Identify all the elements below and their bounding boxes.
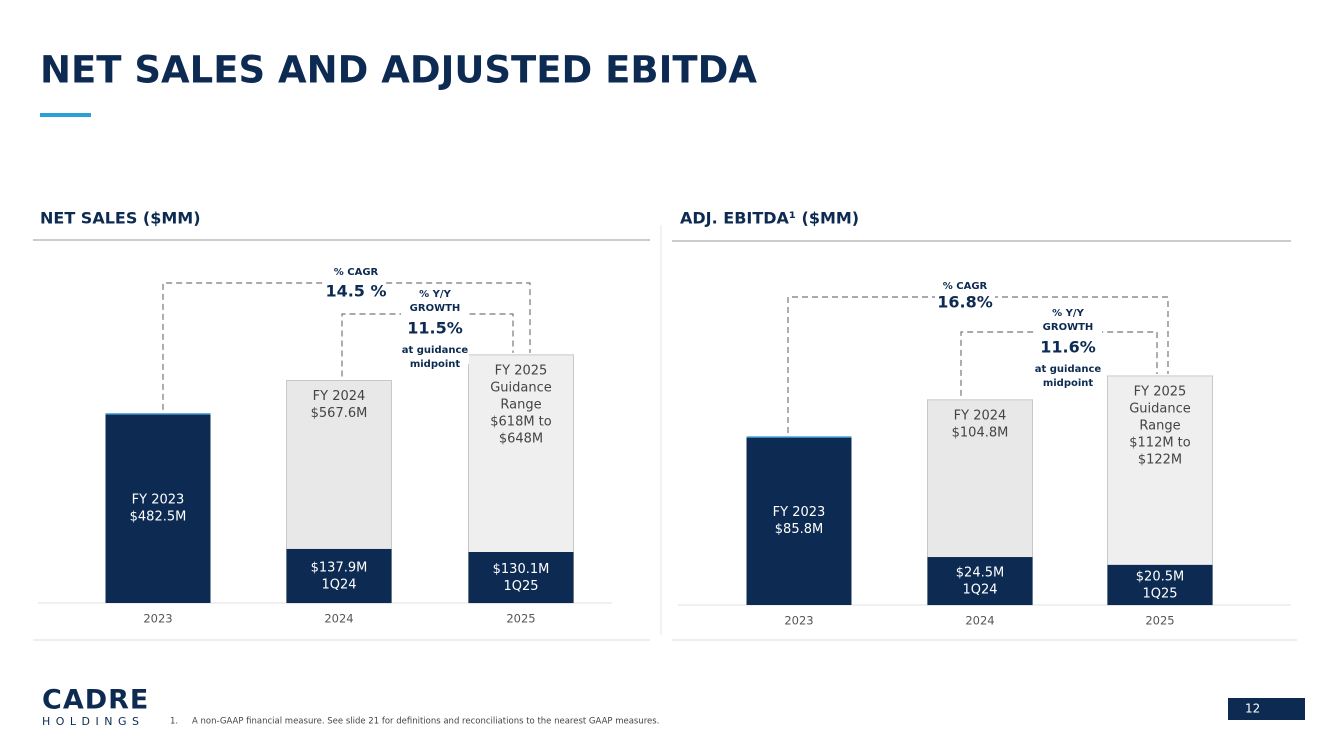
q1-bar bbox=[286, 548, 392, 603]
logo-sub: HOLDINGS bbox=[42, 715, 145, 728]
yoy-bracket bbox=[341, 313, 514, 377]
bar-text: $482.5M bbox=[130, 509, 187, 524]
x-tick-label: 2023 bbox=[143, 612, 172, 626]
q1-bar bbox=[927, 557, 1033, 605]
yoy-note: midpoint bbox=[1043, 378, 1094, 389]
bar-text: Range bbox=[500, 397, 541, 412]
yoy-label: GROWTH bbox=[410, 303, 461, 314]
bar-text: $648M bbox=[499, 431, 543, 446]
q1-quarter-label: 1Q25 bbox=[503, 579, 538, 594]
q1-value-label: $137.9M bbox=[311, 560, 368, 575]
yoy-backdrop bbox=[401, 286, 469, 364]
yoy-value: 11.6% bbox=[1040, 338, 1096, 357]
q1-value-label: $24.5M bbox=[956, 566, 1004, 581]
full-year-bar bbox=[746, 437, 852, 605]
slide-title: NET SALES AND ADJUSTED EBITDA bbox=[40, 49, 757, 92]
q1-quarter-label: 1Q25 bbox=[1142, 586, 1177, 601]
yoy-label: GROWTH bbox=[1043, 322, 1094, 333]
page-number: 12 bbox=[1245, 702, 1260, 716]
cagr-bracket bbox=[787, 296, 1169, 434]
cagr-backdrop bbox=[935, 278, 995, 308]
yoy-note: at guidance bbox=[1035, 364, 1102, 375]
cagr-value: 14.5 % bbox=[325, 282, 386, 301]
title-accent bbox=[40, 113, 91, 117]
bar-text: FY 2024 bbox=[313, 389, 366, 404]
yoy-label: % Y/Y bbox=[1052, 308, 1084, 319]
cagr-label: % CAGR bbox=[334, 267, 379, 278]
bar-text: FY 2023 bbox=[773, 505, 826, 520]
q1-value-label: $20.5M bbox=[1136, 569, 1184, 584]
bar-text: FY 2024 bbox=[954, 408, 1007, 423]
chart-title: ADJ. EBITDA¹ ($MM) bbox=[680, 209, 859, 228]
cagr-value: 16.8% bbox=[937, 293, 993, 312]
logo-name: CADRE bbox=[42, 685, 149, 716]
cagr-label: % CAGR bbox=[943, 281, 988, 292]
yoy-note: midpoint bbox=[410, 359, 461, 370]
yoy-note: at guidance bbox=[402, 345, 469, 356]
bar-text: FY 2025 bbox=[495, 363, 548, 378]
q1-quarter-label: 1Q24 bbox=[321, 577, 356, 592]
yoy-value: 11.5% bbox=[407, 319, 463, 338]
chart-title: NET SALES ($MM) bbox=[40, 209, 201, 228]
x-tick-label: 2024 bbox=[965, 614, 994, 628]
bar-text: FY 2023 bbox=[132, 492, 185, 507]
q1-quarter-label: 1Q24 bbox=[962, 583, 997, 598]
footnote-number: 1. bbox=[170, 717, 178, 727]
page-number-box bbox=[1228, 698, 1305, 720]
x-tick-label: 2023 bbox=[784, 614, 813, 628]
x-tick-label: 2025 bbox=[1145, 614, 1174, 628]
yoy-backdrop bbox=[1034, 305, 1102, 383]
bar-text: Range bbox=[1139, 418, 1180, 433]
cagr-backdrop bbox=[326, 264, 386, 294]
q1-value-label: $130.1M bbox=[493, 562, 550, 577]
bar-text: Guidance bbox=[1129, 401, 1191, 416]
q1-bar bbox=[1107, 564, 1213, 605]
bar-text: $85.8M bbox=[775, 522, 823, 537]
full-year-bar bbox=[105, 413, 211, 603]
bar-text: $112M to bbox=[1129, 435, 1191, 450]
q1-bar bbox=[468, 552, 574, 603]
footnote: A non-GAAP financial measure. See slide … bbox=[192, 717, 659, 727]
bar-text: $567.6M bbox=[311, 406, 368, 421]
bar-text: Guidance bbox=[490, 380, 552, 395]
x-tick-label: 2025 bbox=[506, 612, 535, 626]
bar-text: $104.8M bbox=[952, 425, 1009, 440]
x-tick-label: 2024 bbox=[324, 612, 353, 626]
bar-text: $618M to bbox=[490, 414, 552, 429]
bar-text: $122M bbox=[1138, 452, 1182, 467]
bar-text: FY 2025 bbox=[1134, 384, 1187, 399]
yoy-label: % Y/Y bbox=[419, 289, 451, 300]
